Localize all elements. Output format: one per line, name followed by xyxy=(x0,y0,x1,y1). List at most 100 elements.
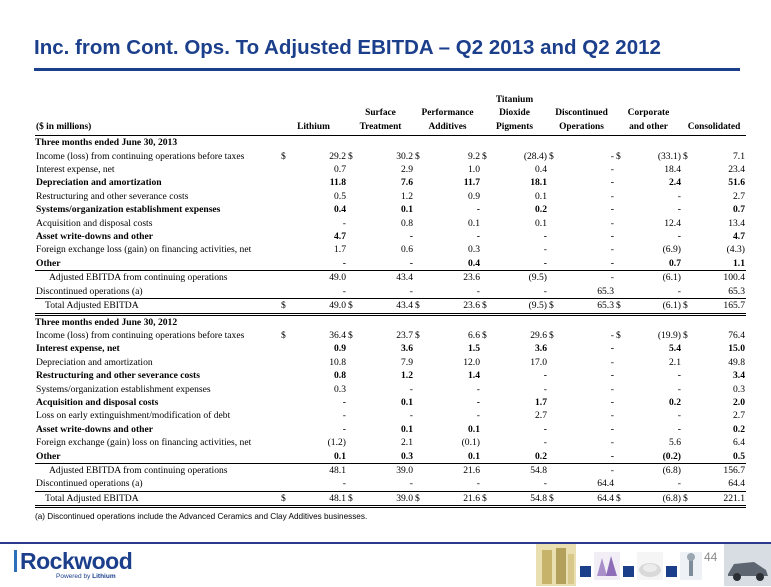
col-header-discontinued-line2: Operations xyxy=(548,120,615,137)
currency-symbol: $ xyxy=(481,490,495,509)
value-cell: 0.3 xyxy=(334,383,346,395)
currency-symbol xyxy=(548,270,562,285)
currency-symbol xyxy=(548,436,562,449)
currency-symbol xyxy=(414,257,428,271)
value-cell: - xyxy=(677,478,681,490)
row-label: Loss on early extinguishment/modificatio… xyxy=(36,410,231,422)
currency-symbol: $ xyxy=(281,329,286,341)
currency-symbol xyxy=(280,203,294,216)
value-cell: 1.0 xyxy=(468,164,480,176)
currency-symbol xyxy=(481,383,495,396)
value-cell: (33.1) xyxy=(657,150,681,162)
value-cell: 49.8 xyxy=(728,356,745,368)
value-cell: 65.3 xyxy=(728,285,745,297)
value-cell: - xyxy=(409,410,413,422)
table-row: Acquisition and disposal costs - 0.8 0.1 0.1… xyxy=(35,217,746,230)
value-cell: - xyxy=(476,410,480,422)
value-cell: 9.2 xyxy=(468,150,480,162)
value-cell: - xyxy=(610,410,614,422)
currency-symbol xyxy=(414,369,428,382)
col-header-tio2-line3: Pigments xyxy=(481,120,548,137)
currency-symbol xyxy=(548,342,562,355)
value-cell: 64.4 xyxy=(728,478,745,490)
currency-symbol xyxy=(280,396,294,409)
value-cell: 10.8 xyxy=(329,356,346,368)
col-header-surface-line1: Surface xyxy=(365,108,396,119)
currency-symbol xyxy=(347,163,361,176)
value-cell: 43.4 xyxy=(361,270,414,285)
currency-symbol xyxy=(414,217,428,230)
header-row-1: Titanium xyxy=(35,94,746,107)
value-cell: - xyxy=(409,231,413,243)
value-cell: 0.1 xyxy=(468,450,480,462)
value-cell: 64.4 xyxy=(597,478,614,490)
value-cell: (9.5) xyxy=(495,298,548,316)
currency-symbol xyxy=(347,176,361,189)
header-row-3: ($ in millions) Lithium Treatment Additi… xyxy=(35,120,746,137)
currency-symbol xyxy=(481,462,495,478)
currency-symbol xyxy=(548,176,562,189)
value-cell: - xyxy=(677,423,681,435)
value-cell: 0.8 xyxy=(334,370,346,382)
currency-symbol: $ xyxy=(280,298,294,316)
currency-symbol: $ xyxy=(348,329,353,341)
strip-square-2 xyxy=(623,566,634,577)
currency-symbol xyxy=(682,436,696,449)
page-number: 44 xyxy=(704,550,718,564)
value-cell: 156.7 xyxy=(696,462,746,478)
value-cell: - xyxy=(610,217,614,229)
value-cell: (6.1) xyxy=(629,270,682,285)
value-cell: 18.4 xyxy=(664,164,681,176)
col-header-performance-line2: Additives xyxy=(414,120,481,137)
currency-symbol xyxy=(481,477,495,491)
value-cell: 0.3 xyxy=(468,244,480,256)
logo-tagline: Powered by Lithium xyxy=(56,573,116,580)
currency-symbol xyxy=(280,450,294,464)
value-cell: 0.7 xyxy=(669,257,681,269)
table-row: Other - - 0.4 - - 0.7 1.1 xyxy=(35,257,746,271)
col-header-performance-line1: Performance xyxy=(421,108,474,119)
row-label: Systems/organization establishment expen… xyxy=(36,383,211,395)
currency-symbol xyxy=(481,285,495,299)
row-label: Asset write-downs and other xyxy=(36,231,153,243)
value-cell: 0.4 xyxy=(334,204,346,216)
currency-symbol xyxy=(280,436,294,449)
currency-symbol xyxy=(548,217,562,230)
row-label: Other xyxy=(36,257,61,269)
currency-symbol xyxy=(347,342,361,355)
value-cell: 29.2 xyxy=(329,150,346,162)
currency-symbol xyxy=(548,477,562,491)
value-cell: 1.1 xyxy=(733,257,745,269)
value-cell: - xyxy=(677,410,681,422)
car-photo-icon xyxy=(724,544,771,586)
currency-symbol xyxy=(280,409,294,422)
currency-symbol: $ xyxy=(682,490,696,509)
value-cell: 0.1 xyxy=(401,423,413,435)
currency-symbol xyxy=(414,436,428,449)
value-cell: - xyxy=(543,478,547,490)
currency-symbol xyxy=(414,450,428,464)
subtotal-row: Adjusted EBITDA from continuing operatio… xyxy=(35,462,746,478)
currency-symbol: $ xyxy=(616,150,621,162)
value-cell: 21.6 xyxy=(428,462,481,478)
value-cell: 2.7 xyxy=(733,410,745,422)
rockwood-logo-icon: Rockwood xyxy=(14,548,133,575)
wrench-photo-icon xyxy=(680,552,702,580)
currency-symbol xyxy=(682,462,696,478)
value-cell: - xyxy=(610,383,614,395)
value-cell: (6.8) xyxy=(629,462,682,478)
currency-symbol: $ xyxy=(549,150,554,162)
currency-symbol xyxy=(347,423,361,436)
currency-symbol xyxy=(347,383,361,396)
value-cell: 0.8 xyxy=(401,217,413,229)
value-cell: 54.8 xyxy=(495,490,548,509)
currency-symbol xyxy=(481,436,495,449)
value-cell: - xyxy=(610,343,614,355)
value-cell: - xyxy=(610,356,614,368)
value-cell: 12.4 xyxy=(664,217,681,229)
currency-symbol xyxy=(682,342,696,355)
currency-symbol xyxy=(414,176,428,189)
value-cell: 3.4 xyxy=(733,370,745,382)
slide-title: Inc. from Cont. Ops. To Adjusted EBITDA … xyxy=(34,36,661,59)
crystals-photo-icon xyxy=(594,552,620,580)
